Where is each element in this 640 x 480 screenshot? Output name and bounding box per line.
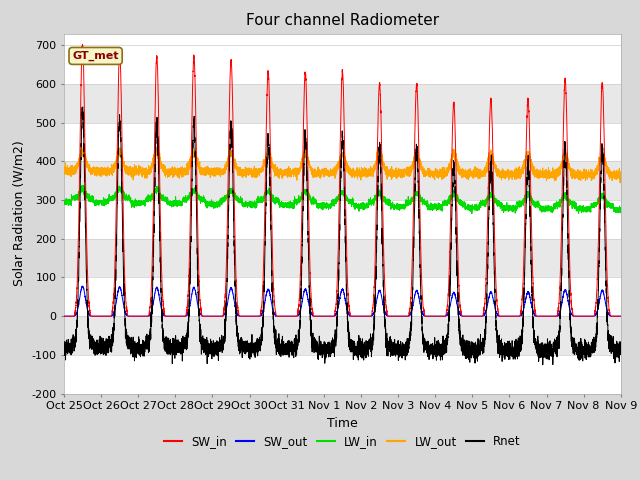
Bar (64, 277, 621, 316)
X-axis label: Time: Time (327, 417, 358, 430)
Bar (64, 239, 621, 277)
Y-axis label: Solar Radiation (W/m2): Solar Radiation (W/m2) (13, 141, 26, 287)
Title: Four channel Radiometer: Four channel Radiometer (246, 13, 439, 28)
Bar (64, 355, 621, 394)
Legend: SW_in, SW_out, LW_in, LW_out, Rnet: SW_in, SW_out, LW_in, LW_out, Rnet (159, 430, 525, 453)
Bar (64, 316, 621, 355)
Bar (64, 122, 621, 161)
Bar (64, 161, 621, 200)
Text: GT_met: GT_met (72, 51, 119, 61)
Bar (64, 45, 621, 84)
Bar (64, 84, 621, 122)
Bar (64, 200, 621, 239)
